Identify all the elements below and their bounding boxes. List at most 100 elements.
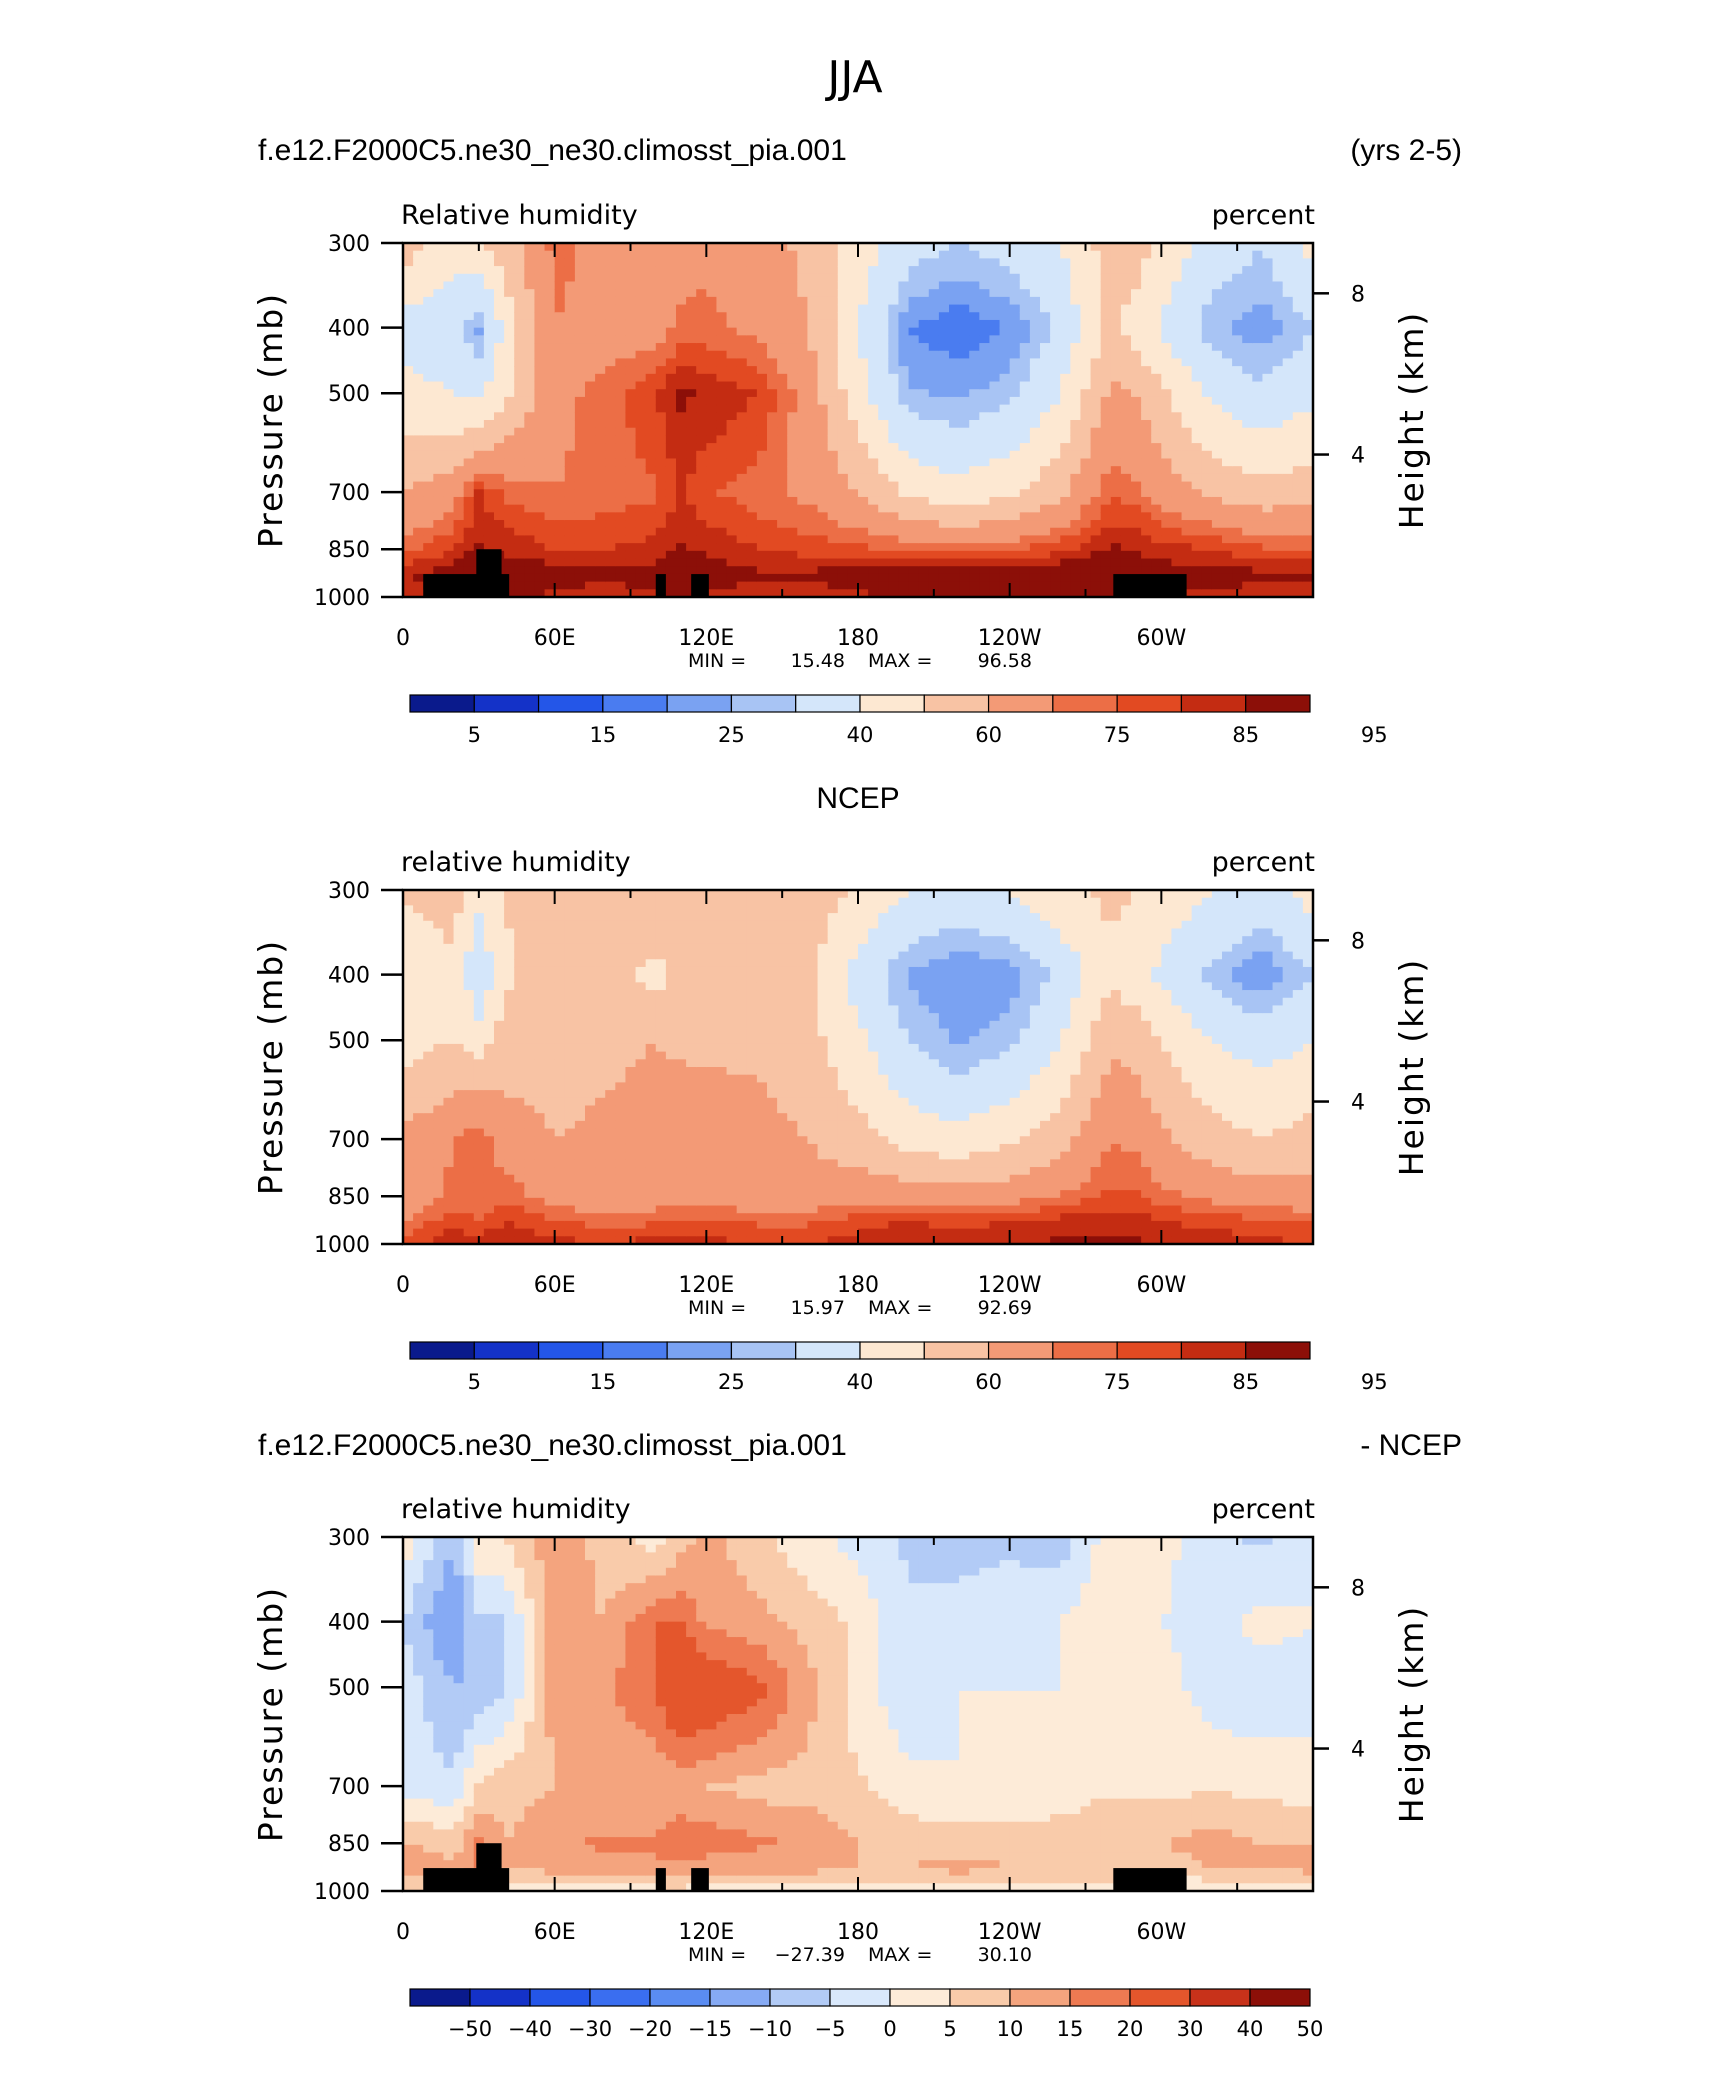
field-cell [585, 273, 596, 283]
field-cell [504, 1182, 515, 1191]
field-cell [1282, 281, 1294, 290]
field-cell [473, 1082, 485, 1091]
field-cell [1181, 319, 1193, 329]
field-cell [928, 420, 940, 429]
field-cell [1302, 343, 1314, 352]
field-cell [554, 943, 566, 953]
field-cell [878, 573, 889, 583]
field-cell [1050, 312, 1061, 321]
field-cell [635, 366, 647, 375]
field-cell [716, 258, 728, 267]
field-cell [979, 450, 991, 460]
field-cell [787, 289, 798, 298]
field-cell [847, 373, 859, 383]
field-cell [1292, 450, 1304, 460]
field-cell [403, 327, 414, 336]
field-cell [1201, 312, 1213, 321]
field-cell [1191, 304, 1203, 313]
field-cell [443, 427, 455, 436]
field-cell [433, 1059, 445, 1068]
field-cell [665, 381, 677, 390]
field-cell [453, 1236, 465, 1245]
field-cell [463, 1043, 475, 1053]
field-cell [544, 327, 556, 336]
field-cell [483, 304, 495, 313]
field-cell [1019, 250, 1031, 259]
field-cell [625, 358, 637, 367]
field-cell [514, 304, 525, 313]
field-cell [767, 466, 778, 475]
field-cell [524, 450, 536, 460]
field-cell [807, 258, 819, 267]
field-cell [1019, 520, 1031, 529]
field-cell [1272, 550, 1284, 560]
field-cell [443, 1028, 455, 1037]
field-cell [544, 273, 556, 283]
field-cell [756, 535, 768, 544]
field-cell [635, 527, 647, 537]
field-cell [817, 243, 829, 252]
field-cell [1191, 443, 1203, 452]
field-cell [534, 1120, 546, 1130]
field-cell [443, 974, 455, 983]
field-cell [1120, 312, 1132, 321]
field-cell [1201, 558, 1213, 567]
field-cell [949, 489, 960, 498]
field-cell [1161, 427, 1173, 436]
field-cell [1029, 296, 1041, 306]
field-cell [686, 535, 697, 544]
field-cell [534, 1082, 546, 1091]
field-cell [473, 1136, 485, 1145]
field-cell [423, 504, 434, 513]
field-cell [938, 520, 950, 529]
field-cell [686, 304, 697, 313]
field-cell [574, 481, 586, 490]
field-cell [403, 1205, 414, 1214]
field-cell [827, 450, 839, 460]
field-cell [544, 266, 556, 275]
field-cell [1191, 373, 1203, 383]
field-cell [726, 466, 738, 475]
field-cell [1110, 396, 1122, 406]
field-cell [787, 296, 798, 306]
field-cell [797, 589, 809, 598]
field-cell [1019, 404, 1031, 413]
field-cell [443, 243, 455, 252]
field-cell [999, 350, 1011, 360]
field-cell [483, 1128, 495, 1137]
field-cell [433, 566, 445, 575]
field-cell [878, 566, 889, 575]
field-cell [746, 435, 758, 444]
field-cell [423, 1043, 434, 1053]
field-cell [463, 427, 475, 436]
field-cell [433, 481, 445, 490]
field-cell [827, 327, 839, 336]
field-cell [494, 928, 505, 937]
field-cell [544, 412, 556, 421]
field-cell [1211, 473, 1223, 483]
field-cell [686, 450, 697, 460]
field-cell [837, 481, 849, 490]
field-cell [554, 1097, 566, 1107]
field-cell [726, 366, 738, 375]
field-cell [847, 304, 859, 313]
field-cell [969, 581, 980, 590]
field-cell [1282, 496, 1294, 506]
field-cell [1211, 312, 1223, 321]
field-cell [433, 1197, 445, 1207]
field-cell [777, 550, 788, 560]
field-cell [524, 350, 536, 360]
field-cell [1201, 581, 1213, 590]
field-cell [696, 281, 707, 290]
field-cell [1100, 558, 1112, 567]
field-cell [1252, 350, 1264, 360]
field-cell [544, 296, 556, 306]
field-cell [979, 319, 991, 329]
field-cell [554, 928, 566, 937]
field-cell [726, 512, 738, 521]
field-cell [514, 890, 525, 899]
field-cell [1110, 566, 1122, 575]
field-cell [554, 389, 566, 398]
field-cell [1222, 520, 1233, 529]
field-cell [928, 373, 940, 383]
